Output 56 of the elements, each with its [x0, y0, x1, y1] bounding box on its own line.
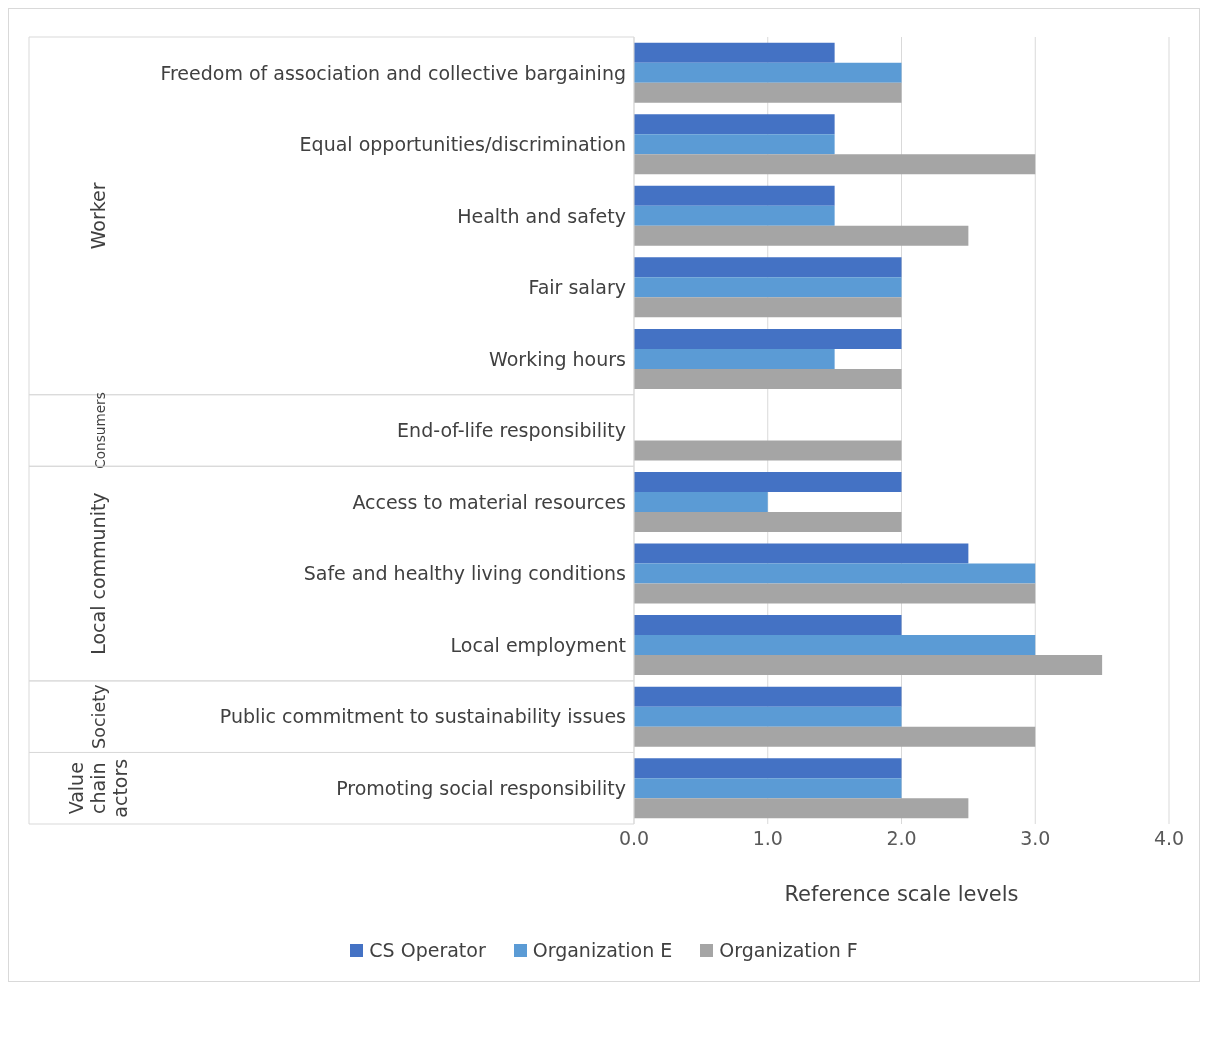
x-tick-label: 4.0 — [1153, 827, 1185, 850]
bar — [634, 778, 902, 799]
x-tick-label: 0.0 — [618, 827, 650, 850]
bar — [634, 472, 902, 492]
text: Value chain actors — [65, 758, 131, 818]
text: Local community — [87, 492, 109, 655]
y-tick-label: Health and safety — [457, 204, 626, 227]
bar — [634, 154, 1036, 175]
bar — [634, 615, 902, 636]
legend-label: CS Operator — [369, 939, 486, 961]
bar — [634, 62, 902, 83]
bar — [634, 257, 902, 278]
y-tick-label: End-of-life responsibility — [397, 419, 626, 442]
bar — [634, 512, 902, 532]
bar — [634, 563, 1036, 584]
y-tick-label: Access to material resources — [352, 490, 626, 513]
bar — [634, 440, 902, 461]
y-tick-label: Public commitment to sustainability issues — [219, 705, 626, 728]
legend-label: Organization E — [532, 939, 673, 961]
bar — [634, 758, 902, 779]
bar — [634, 82, 902, 103]
bar — [634, 42, 835, 63]
y-tick-label: Safe and healthy living conditions — [303, 562, 626, 585]
bar — [634, 134, 835, 155]
text: Worker — [87, 182, 109, 250]
bar — [634, 726, 1036, 747]
x-tick-label: 1.0 — [752, 827, 783, 850]
bar — [634, 543, 969, 564]
bar — [634, 277, 902, 298]
bar — [634, 185, 835, 206]
bar — [634, 583, 1036, 604]
x-axis-title: Reference scale levels — [784, 882, 1019, 906]
bar — [634, 492, 768, 512]
y-tick-label: Fair salary — [528, 276, 626, 299]
bar — [634, 686, 902, 707]
y-tick-label: Equal opportunities/discrimination — [299, 133, 626, 156]
y-tick-label: Promoting social responsibility — [336, 776, 626, 799]
x-tick-label: 2.0 — [886, 827, 917, 850]
x-tick-label: 3.0 — [1020, 827, 1051, 850]
bar — [634, 348, 835, 369]
text: Consumers — [92, 392, 108, 469]
bar — [634, 297, 902, 318]
bar — [634, 328, 902, 349]
bar — [634, 225, 969, 246]
bar — [634, 706, 902, 727]
y-tick-label: Freedom of association and collective bargaining — [160, 61, 626, 84]
y-tick-label: Local employment — [450, 633, 626, 656]
text: Society — [89, 684, 109, 749]
bar — [634, 368, 902, 389]
bar — [634, 114, 835, 135]
bar — [634, 635, 1036, 656]
legend-label: Organization F — [719, 939, 858, 961]
y-tick-label: Working hours — [489, 347, 626, 370]
bar — [634, 798, 969, 819]
bar — [634, 205, 835, 226]
bar — [634, 655, 1103, 676]
